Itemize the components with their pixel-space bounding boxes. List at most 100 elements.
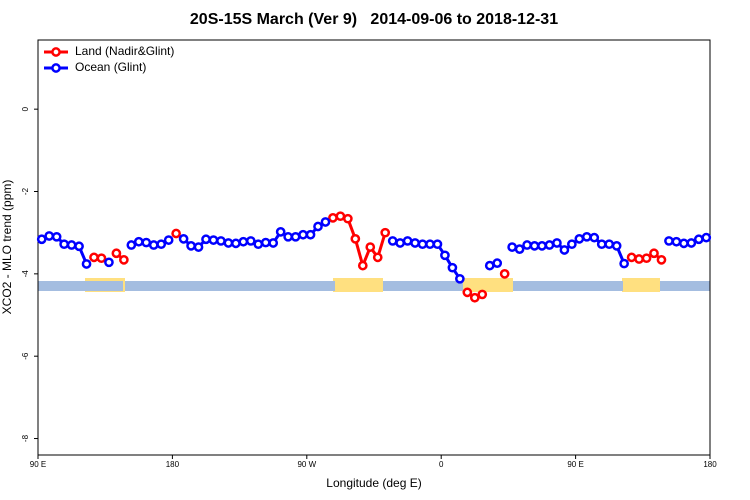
data-point <box>693 234 704 245</box>
data-point <box>290 231 301 242</box>
ocean-mask <box>383 281 463 291</box>
data-point <box>455 273 465 284</box>
data-point <box>350 234 361 244</box>
data-point <box>231 238 241 249</box>
data-point <box>544 240 555 250</box>
data-point <box>656 255 667 265</box>
data-point <box>626 252 637 263</box>
land-mask <box>622 278 660 292</box>
x-tick-label: 180 <box>166 460 180 469</box>
data-point <box>313 221 323 232</box>
data-point <box>253 239 264 250</box>
data-point <box>51 231 62 242</box>
data-point <box>387 236 398 246</box>
x-axis-label: Longitude (deg E) <box>326 476 421 490</box>
data-point <box>178 234 189 244</box>
x-tick-label: 90 W <box>297 460 316 469</box>
data-point <box>365 242 376 252</box>
x-tick-label: 90 E <box>30 460 46 469</box>
data-point <box>552 238 562 248</box>
data-point <box>462 287 473 298</box>
data-point <box>305 229 316 240</box>
data-point <box>499 268 510 279</box>
legend-label: Ocean (Glint) <box>75 60 146 74</box>
y-tick-label: -2 <box>21 187 30 195</box>
data-point <box>208 235 219 245</box>
data-point <box>649 248 659 259</box>
data-point <box>133 236 144 247</box>
data-point <box>440 250 450 261</box>
data-point <box>611 241 622 251</box>
data-point <box>66 240 77 250</box>
legend-label: Land (Nadir&Glint) <box>75 44 174 58</box>
data-point <box>567 239 577 250</box>
data-point <box>402 236 413 246</box>
data-point <box>425 239 435 250</box>
data-point <box>395 238 405 248</box>
data-point <box>238 236 249 247</box>
data-point <box>477 289 488 300</box>
data-point <box>492 258 503 268</box>
data-point <box>193 242 204 252</box>
data-point <box>447 262 458 273</box>
x-tick-label: 90 E <box>567 460 583 469</box>
data-point <box>343 213 353 224</box>
data-point <box>507 242 517 252</box>
data-point <box>469 292 480 303</box>
data-point <box>44 231 55 241</box>
data-point <box>201 234 211 245</box>
data-point <box>574 234 585 244</box>
ocean-mask <box>660 281 710 291</box>
data-point <box>36 234 47 245</box>
data-point <box>417 239 428 250</box>
data-point <box>634 254 644 264</box>
data-point <box>148 240 159 250</box>
y-tick-label: -6 <box>21 352 30 360</box>
x-tick-label: 0 <box>439 460 444 469</box>
data-point <box>81 259 92 269</box>
data-point <box>641 253 652 264</box>
data-point <box>372 252 383 263</box>
x-tick-label: 180 <box>703 460 717 469</box>
data-point <box>245 236 256 246</box>
data-point <box>686 238 697 248</box>
data-point <box>522 240 532 250</box>
data-point <box>671 236 682 247</box>
data-point <box>529 241 540 251</box>
legend-marker <box>51 47 61 57</box>
data-point <box>186 241 196 251</box>
data-point <box>619 258 629 269</box>
data-point <box>514 244 525 254</box>
data-point <box>141 237 152 248</box>
data-point <box>216 236 226 246</box>
data-point <box>380 227 391 238</box>
data-point <box>581 231 592 242</box>
data-point <box>320 217 331 227</box>
ocean-mask <box>125 281 335 291</box>
y-axis-label: XCO2 - MLO trend (ppm) <box>0 180 14 315</box>
data-point <box>223 238 234 248</box>
data-point <box>275 227 286 237</box>
data-point <box>298 229 308 240</box>
data-point <box>589 232 600 243</box>
data-point <box>432 239 443 250</box>
data-point <box>126 240 137 250</box>
data-point <box>171 228 181 239</box>
data-point <box>328 213 338 223</box>
data-point <box>664 236 674 246</box>
data-point <box>111 248 122 259</box>
data-point <box>559 245 570 255</box>
y-tick-label: 0 <box>21 106 30 111</box>
legend-marker <box>51 63 61 73</box>
y-tick-label: -8 <box>21 434 30 442</box>
ocean-mask <box>513 281 623 291</box>
chart-title: 20S-15S March (Ver 9) 2014-09-06 to 2018… <box>190 11 558 28</box>
data-point <box>357 260 368 271</box>
data-point <box>484 260 495 271</box>
data-point <box>89 252 99 263</box>
data-point <box>119 255 129 265</box>
land-mask <box>333 278 383 292</box>
data-point <box>96 253 107 264</box>
data-point <box>410 238 420 248</box>
